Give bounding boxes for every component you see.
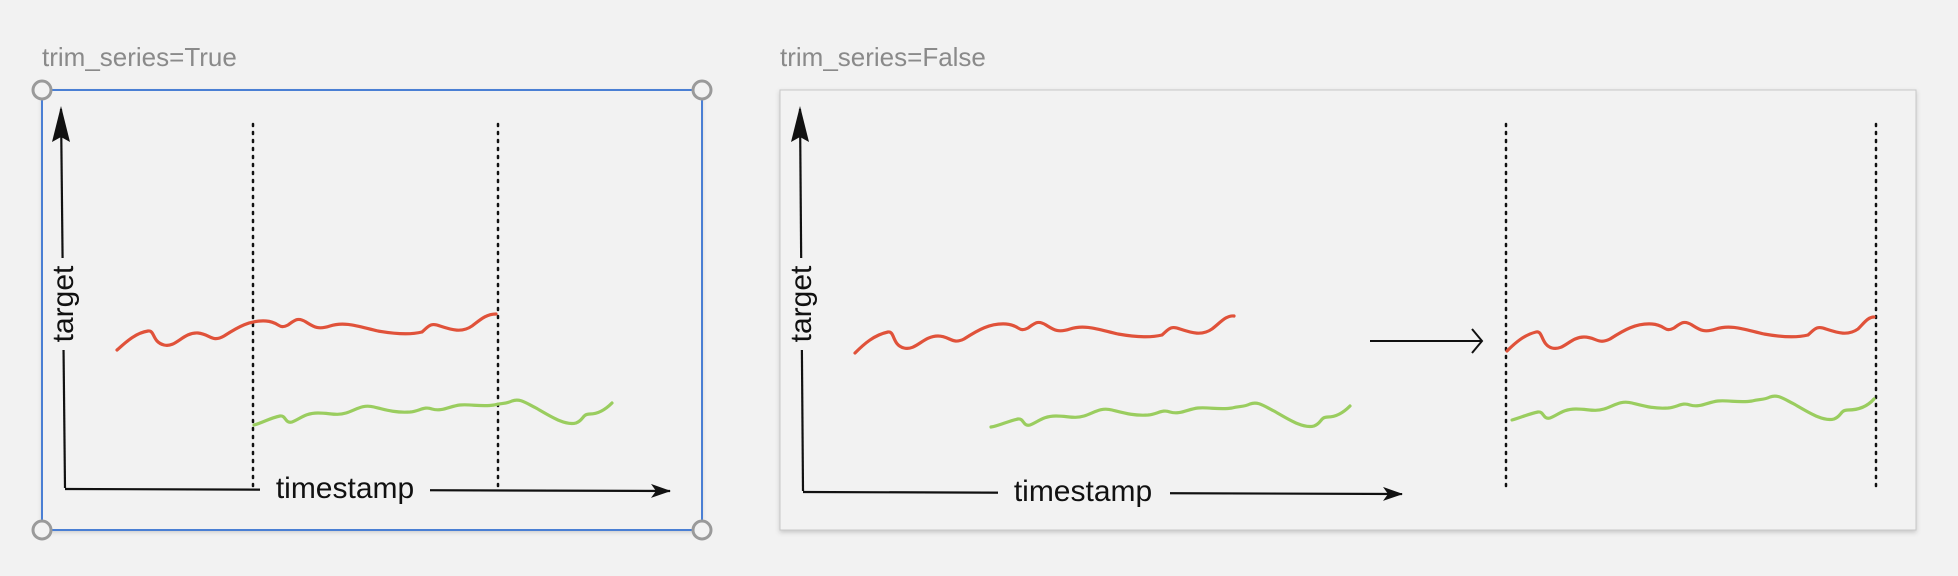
right-arrow-icon <box>1471 328 1484 354</box>
resize-handle-top-right-icon[interactable] <box>691 79 713 101</box>
panel-frame <box>779 89 1917 531</box>
y-axis-label: target <box>47 265 80 342</box>
selection-outline[interactable] <box>41 89 703 531</box>
resize-handle-top-left-icon[interactable] <box>31 79 53 101</box>
y-label-bg <box>786 258 814 350</box>
panel-caption-trim-false: trim_series=False <box>780 42 986 72</box>
x-label-bg <box>260 468 430 510</box>
resize-handle-bottom-left-icon[interactable] <box>31 519 53 541</box>
series-red-after <box>1505 315 1876 353</box>
y-axis-arrow-icon <box>791 106 809 142</box>
series-green <box>252 398 614 427</box>
y-label-bg <box>48 258 76 350</box>
panel-caption-trim-true: trim_series=True <box>42 42 237 72</box>
x-axis-label: timestamp <box>1014 475 1152 508</box>
panel-trim-false[interactable]: target timestamp <box>779 89 1917 531</box>
panel-trim-true[interactable]: target timestamp <box>31 79 713 541</box>
y-axis-arrow-icon <box>52 106 70 142</box>
series-green-after <box>1510 394 1876 422</box>
series-red <box>115 312 498 352</box>
x-label-bg <box>998 470 1170 512</box>
resize-handle-bottom-right-icon[interactable] <box>691 519 713 541</box>
panel-frame <box>42 90 702 530</box>
y-axis-label: target <box>785 265 818 342</box>
series-green-before <box>989 401 1352 429</box>
x-axis-label: timestamp <box>276 472 414 505</box>
series-red-before <box>853 314 1236 355</box>
